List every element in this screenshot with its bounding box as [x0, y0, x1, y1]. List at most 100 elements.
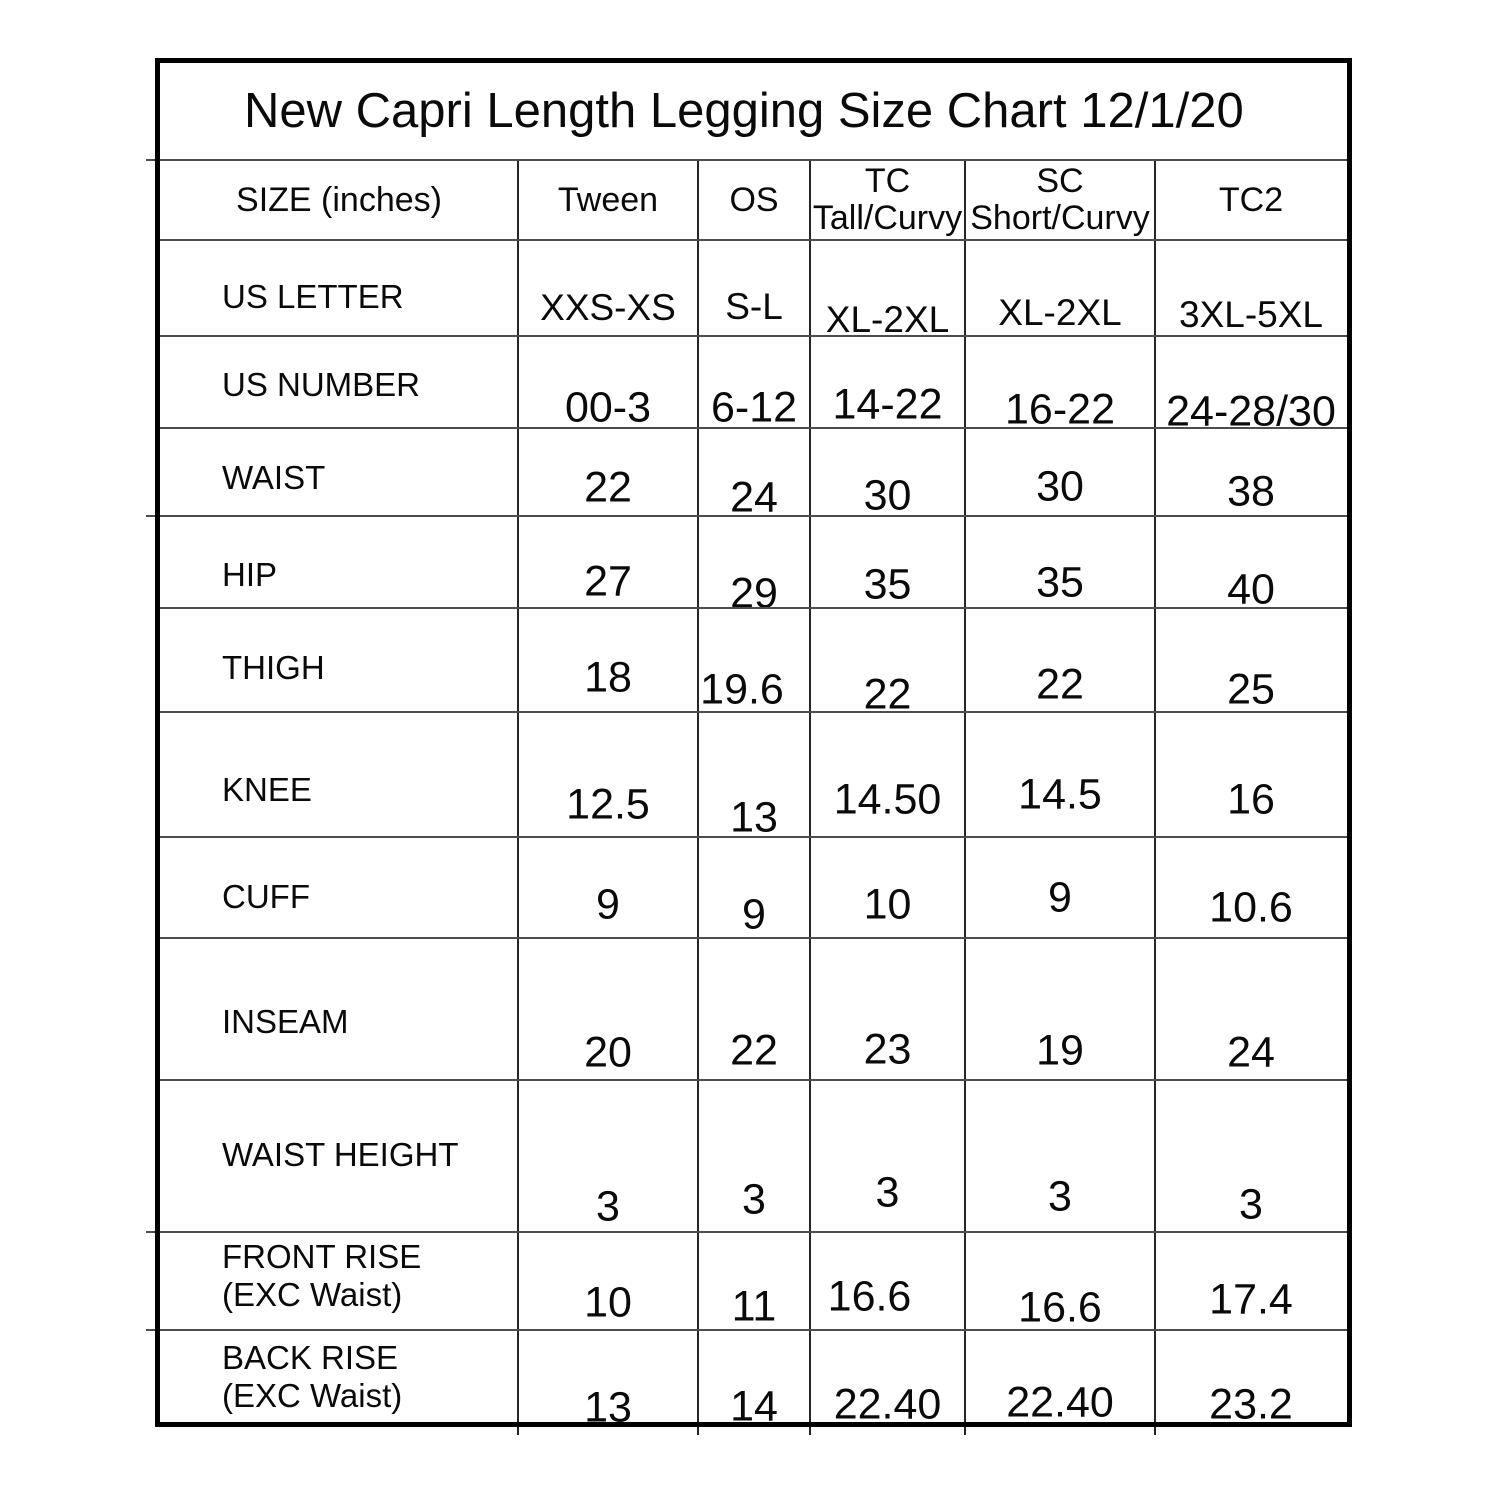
- cell-value: 13: [730, 793, 778, 842]
- cell-value: 40: [1227, 565, 1275, 614]
- row-label: INSEAM: [222, 1003, 349, 1041]
- row-label-cell: INSEAM: [160, 938, 518, 1080]
- value-cell: 22.40: [810, 1330, 965, 1429]
- cell-value: 3: [875, 1168, 900, 1217]
- cell-value: 17.4: [1209, 1275, 1293, 1324]
- row-label-cell: KNEE: [160, 712, 518, 837]
- cell-value: 14.50: [833, 775, 942, 824]
- cell-value: 14: [730, 1382, 778, 1431]
- row-label-cell: WAIST: [160, 428, 518, 516]
- value-cell: 11: [698, 1232, 810, 1331]
- row-label: HIP: [222, 556, 277, 594]
- value-cell: 38: [1155, 428, 1347, 516]
- column-header-label: OS: [729, 180, 779, 219]
- row-label-line1: WAIST: [222, 459, 326, 496]
- value-cell: 29: [698, 516, 810, 618]
- column-header-label: TC: [864, 162, 911, 200]
- header-cell: Tween: [518, 160, 698, 240]
- grid-line-left-tick: [146, 159, 160, 161]
- value-cell: 22: [698, 938, 810, 1080]
- value-cell: 9: [518, 837, 698, 938]
- cell-value: 3: [1048, 1172, 1072, 1221]
- column-header-label: TC2: [1218, 180, 1284, 219]
- value-cell: 14.5: [965, 712, 1155, 837]
- value-cell: 22.40: [965, 1330, 1155, 1427]
- value-cell: 35: [810, 516, 965, 609]
- row-label-cell: US NUMBER: [160, 336, 518, 428]
- value-cell: 10: [518, 1232, 698, 1330]
- header-cell-size: SIZE (inches): [160, 160, 518, 240]
- row-label: WAIST: [222, 459, 325, 497]
- grid-line-horizontal: [160, 711, 1347, 713]
- grid-line-vertical: [964, 160, 966, 1435]
- row-label-line1: BACK RISE: [222, 1339, 399, 1376]
- row-label-line1: US LETTER: [222, 278, 404, 315]
- cell-value: 19.6: [700, 665, 784, 714]
- value-cell: 30: [965, 428, 1155, 516]
- value-cell: 23.2: [1155, 1330, 1347, 1429]
- value-cell: 19.6: [698, 608, 810, 714]
- value-cell: 3: [810, 1080, 965, 1232]
- chart-title: New Capri Length Legging Size Chart 12/1…: [244, 84, 1244, 138]
- cell-value: 23: [863, 1025, 912, 1074]
- row-label-line1: CUFF: [222, 878, 310, 915]
- value-cell: 3: [965, 1080, 1155, 1232]
- value-cell: 22: [810, 608, 965, 719]
- value-cell: 9: [965, 837, 1155, 938]
- cell-value: 10.6: [1209, 883, 1293, 932]
- grid-line-horizontal: [160, 607, 1347, 609]
- cell-value: 11: [731, 1282, 777, 1331]
- grid-line-left-tick: [146, 1329, 160, 1331]
- value-cell: 3: [1155, 1080, 1347, 1232]
- row-label-cell: HIP: [160, 516, 518, 608]
- header-cell: OS: [698, 160, 810, 240]
- column-header-sublabel: Tall/Curvy: [812, 199, 963, 237]
- cell-value: 3XL-5XL: [1179, 294, 1323, 335]
- grid-line-horizontal: [160, 427, 1347, 429]
- row-label: THIGH: [222, 649, 325, 687]
- cell-value: 3: [1239, 1180, 1263, 1229]
- cell-value: 22.40: [1006, 1378, 1114, 1427]
- cell-value: 35: [863, 560, 912, 609]
- value-cell: 17.4: [1155, 1232, 1347, 1330]
- row-label: WAIST HEIGHT: [222, 1136, 459, 1174]
- value-cell: 3: [518, 1080, 698, 1232]
- row-label-line1: US NUMBER: [222, 366, 421, 403]
- cell-value: 22: [863, 670, 912, 719]
- cell-value: 9: [742, 890, 766, 939]
- grid-line-horizontal: [160, 1079, 1347, 1081]
- value-cell: 24: [1155, 938, 1347, 1080]
- value-cell: 14-22: [810, 336, 965, 429]
- column-header-label: SC: [1036, 162, 1084, 200]
- value-cell: 10: [810, 837, 965, 938]
- row-label: CUFF: [222, 878, 310, 916]
- row-label-cell: THIGH: [160, 608, 518, 712]
- row-label: BACK RISE (EXC Waist): [222, 1339, 402, 1415]
- cell-value: 16.6: [1018, 1283, 1102, 1332]
- cell-value: 9: [1048, 873, 1072, 922]
- row-label-line1: THIGH: [222, 649, 325, 686]
- cell-value: 25: [1227, 665, 1275, 714]
- column-header-label: SIZE (inches): [236, 180, 442, 219]
- grid-line-vertical: [1154, 160, 1156, 1435]
- value-cell: 16-22: [965, 336, 1155, 434]
- cell-value: 38: [1227, 467, 1275, 516]
- row-label-line1: HIP: [222, 556, 278, 593]
- cell-value: 22: [1036, 660, 1084, 709]
- cell-value: 14.5: [1018, 770, 1102, 819]
- cell-value: 35: [1036, 558, 1084, 607]
- value-cell: 13: [698, 712, 810, 842]
- row-label-line2: (EXC Waist): [222, 1377, 403, 1414]
- grid-line-horizontal: [160, 159, 1347, 161]
- grid-line-vertical: [809, 160, 811, 1435]
- row-label-cell: US LETTER: [160, 240, 518, 336]
- column-header-label: Tween: [557, 180, 659, 219]
- row-label-line1: FRONT RISE: [222, 1238, 422, 1275]
- cell-value: 22: [730, 1026, 778, 1075]
- value-cell: 27: [518, 516, 698, 608]
- cell-value: 10: [584, 1278, 632, 1327]
- cell-value: 24: [1227, 1028, 1275, 1077]
- cell-value: 23.2: [1209, 1380, 1293, 1429]
- cell-value: 27: [584, 557, 632, 606]
- value-cell: 22: [518, 428, 698, 516]
